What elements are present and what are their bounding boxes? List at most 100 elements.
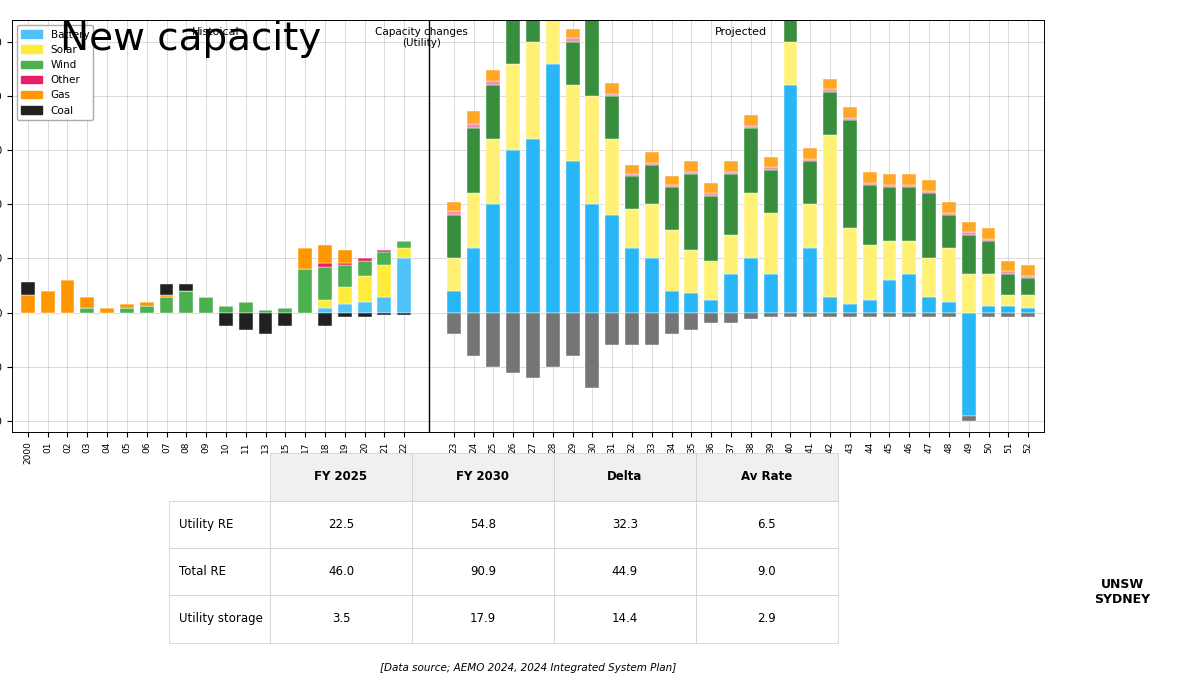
- Bar: [784, 85, 797, 312]
- Bar: [803, 312, 817, 317]
- Bar: [338, 287, 352, 304]
- Bar: [803, 248, 817, 312]
- Bar: [565, 42, 580, 85]
- Bar: [922, 297, 936, 312]
- Bar: [565, 29, 580, 38]
- Bar: [882, 187, 896, 241]
- Bar: [724, 273, 738, 312]
- Bar: [358, 258, 372, 260]
- Bar: [486, 139, 500, 205]
- Bar: [744, 127, 757, 129]
- Bar: [961, 312, 976, 417]
- Bar: [179, 285, 193, 291]
- Bar: [1021, 312, 1036, 317]
- Bar: [526, 139, 540, 312]
- Bar: [565, 312, 580, 356]
- Bar: [467, 129, 480, 193]
- Bar: [446, 215, 461, 258]
- Bar: [902, 187, 917, 241]
- Bar: [982, 241, 996, 273]
- Bar: [784, 0, 797, 42]
- Bar: [1021, 308, 1036, 312]
- Bar: [318, 312, 332, 326]
- Bar: [863, 185, 877, 246]
- Bar: [902, 312, 917, 317]
- Bar: [1002, 273, 1015, 295]
- Bar: [546, 63, 559, 312]
- Bar: [961, 235, 976, 273]
- Bar: [882, 174, 896, 185]
- Bar: [160, 295, 174, 297]
- Bar: [239, 312, 253, 330]
- Bar: [842, 312, 857, 317]
- Bar: [586, 96, 599, 205]
- Bar: [338, 265, 352, 287]
- Bar: [644, 258, 659, 312]
- Bar: [338, 304, 352, 312]
- Bar: [506, 150, 520, 312]
- Bar: [467, 111, 480, 124]
- Bar: [506, 7, 520, 16]
- Text: New capacity: New capacity: [60, 20, 322, 58]
- Bar: [961, 221, 976, 232]
- Bar: [446, 312, 461, 334]
- Bar: [684, 174, 698, 250]
- Bar: [823, 92, 838, 135]
- Bar: [546, 312, 559, 367]
- Bar: [942, 312, 956, 317]
- Bar: [218, 312, 233, 326]
- Bar: [1021, 276, 1036, 278]
- Bar: [446, 202, 461, 211]
- Bar: [763, 273, 778, 312]
- Bar: [625, 174, 638, 176]
- Bar: [338, 250, 352, 262]
- Bar: [863, 182, 877, 185]
- Bar: [842, 118, 857, 120]
- Bar: [704, 299, 718, 312]
- Bar: [605, 83, 619, 94]
- Bar: [882, 185, 896, 187]
- Bar: [842, 120, 857, 228]
- Bar: [625, 248, 638, 312]
- Bar: [724, 235, 738, 273]
- Bar: [139, 302, 154, 306]
- Bar: [942, 202, 956, 213]
- Bar: [961, 273, 976, 312]
- Bar: [625, 312, 638, 345]
- Bar: [378, 252, 391, 265]
- Bar: [863, 246, 877, 299]
- Bar: [565, 38, 580, 42]
- Bar: [665, 230, 678, 291]
- Bar: [467, 193, 480, 248]
- Bar: [744, 312, 757, 319]
- Bar: [467, 248, 480, 312]
- Bar: [80, 297, 95, 308]
- Bar: [259, 310, 272, 312]
- Bar: [378, 297, 391, 312]
- Bar: [922, 193, 936, 258]
- Bar: [902, 185, 917, 187]
- Bar: [199, 297, 214, 312]
- Bar: [724, 312, 738, 323]
- Bar: [486, 85, 500, 139]
- Bar: [278, 312, 293, 326]
- Bar: [704, 193, 718, 196]
- Bar: [803, 159, 817, 161]
- Bar: [586, 3, 599, 18]
- Bar: [644, 166, 659, 205]
- Bar: [803, 205, 817, 248]
- Bar: [506, 20, 520, 63]
- Bar: [318, 299, 332, 308]
- Bar: [467, 124, 480, 129]
- Bar: [605, 94, 619, 96]
- Bar: [644, 163, 659, 166]
- Bar: [803, 148, 817, 159]
- Bar: [526, 312, 540, 378]
- Bar: [586, 205, 599, 312]
- Bar: [684, 312, 698, 330]
- Bar: [605, 96, 619, 139]
- Bar: [982, 239, 996, 241]
- Bar: [506, 312, 520, 374]
- Bar: [586, 18, 599, 20]
- Bar: [665, 176, 678, 185]
